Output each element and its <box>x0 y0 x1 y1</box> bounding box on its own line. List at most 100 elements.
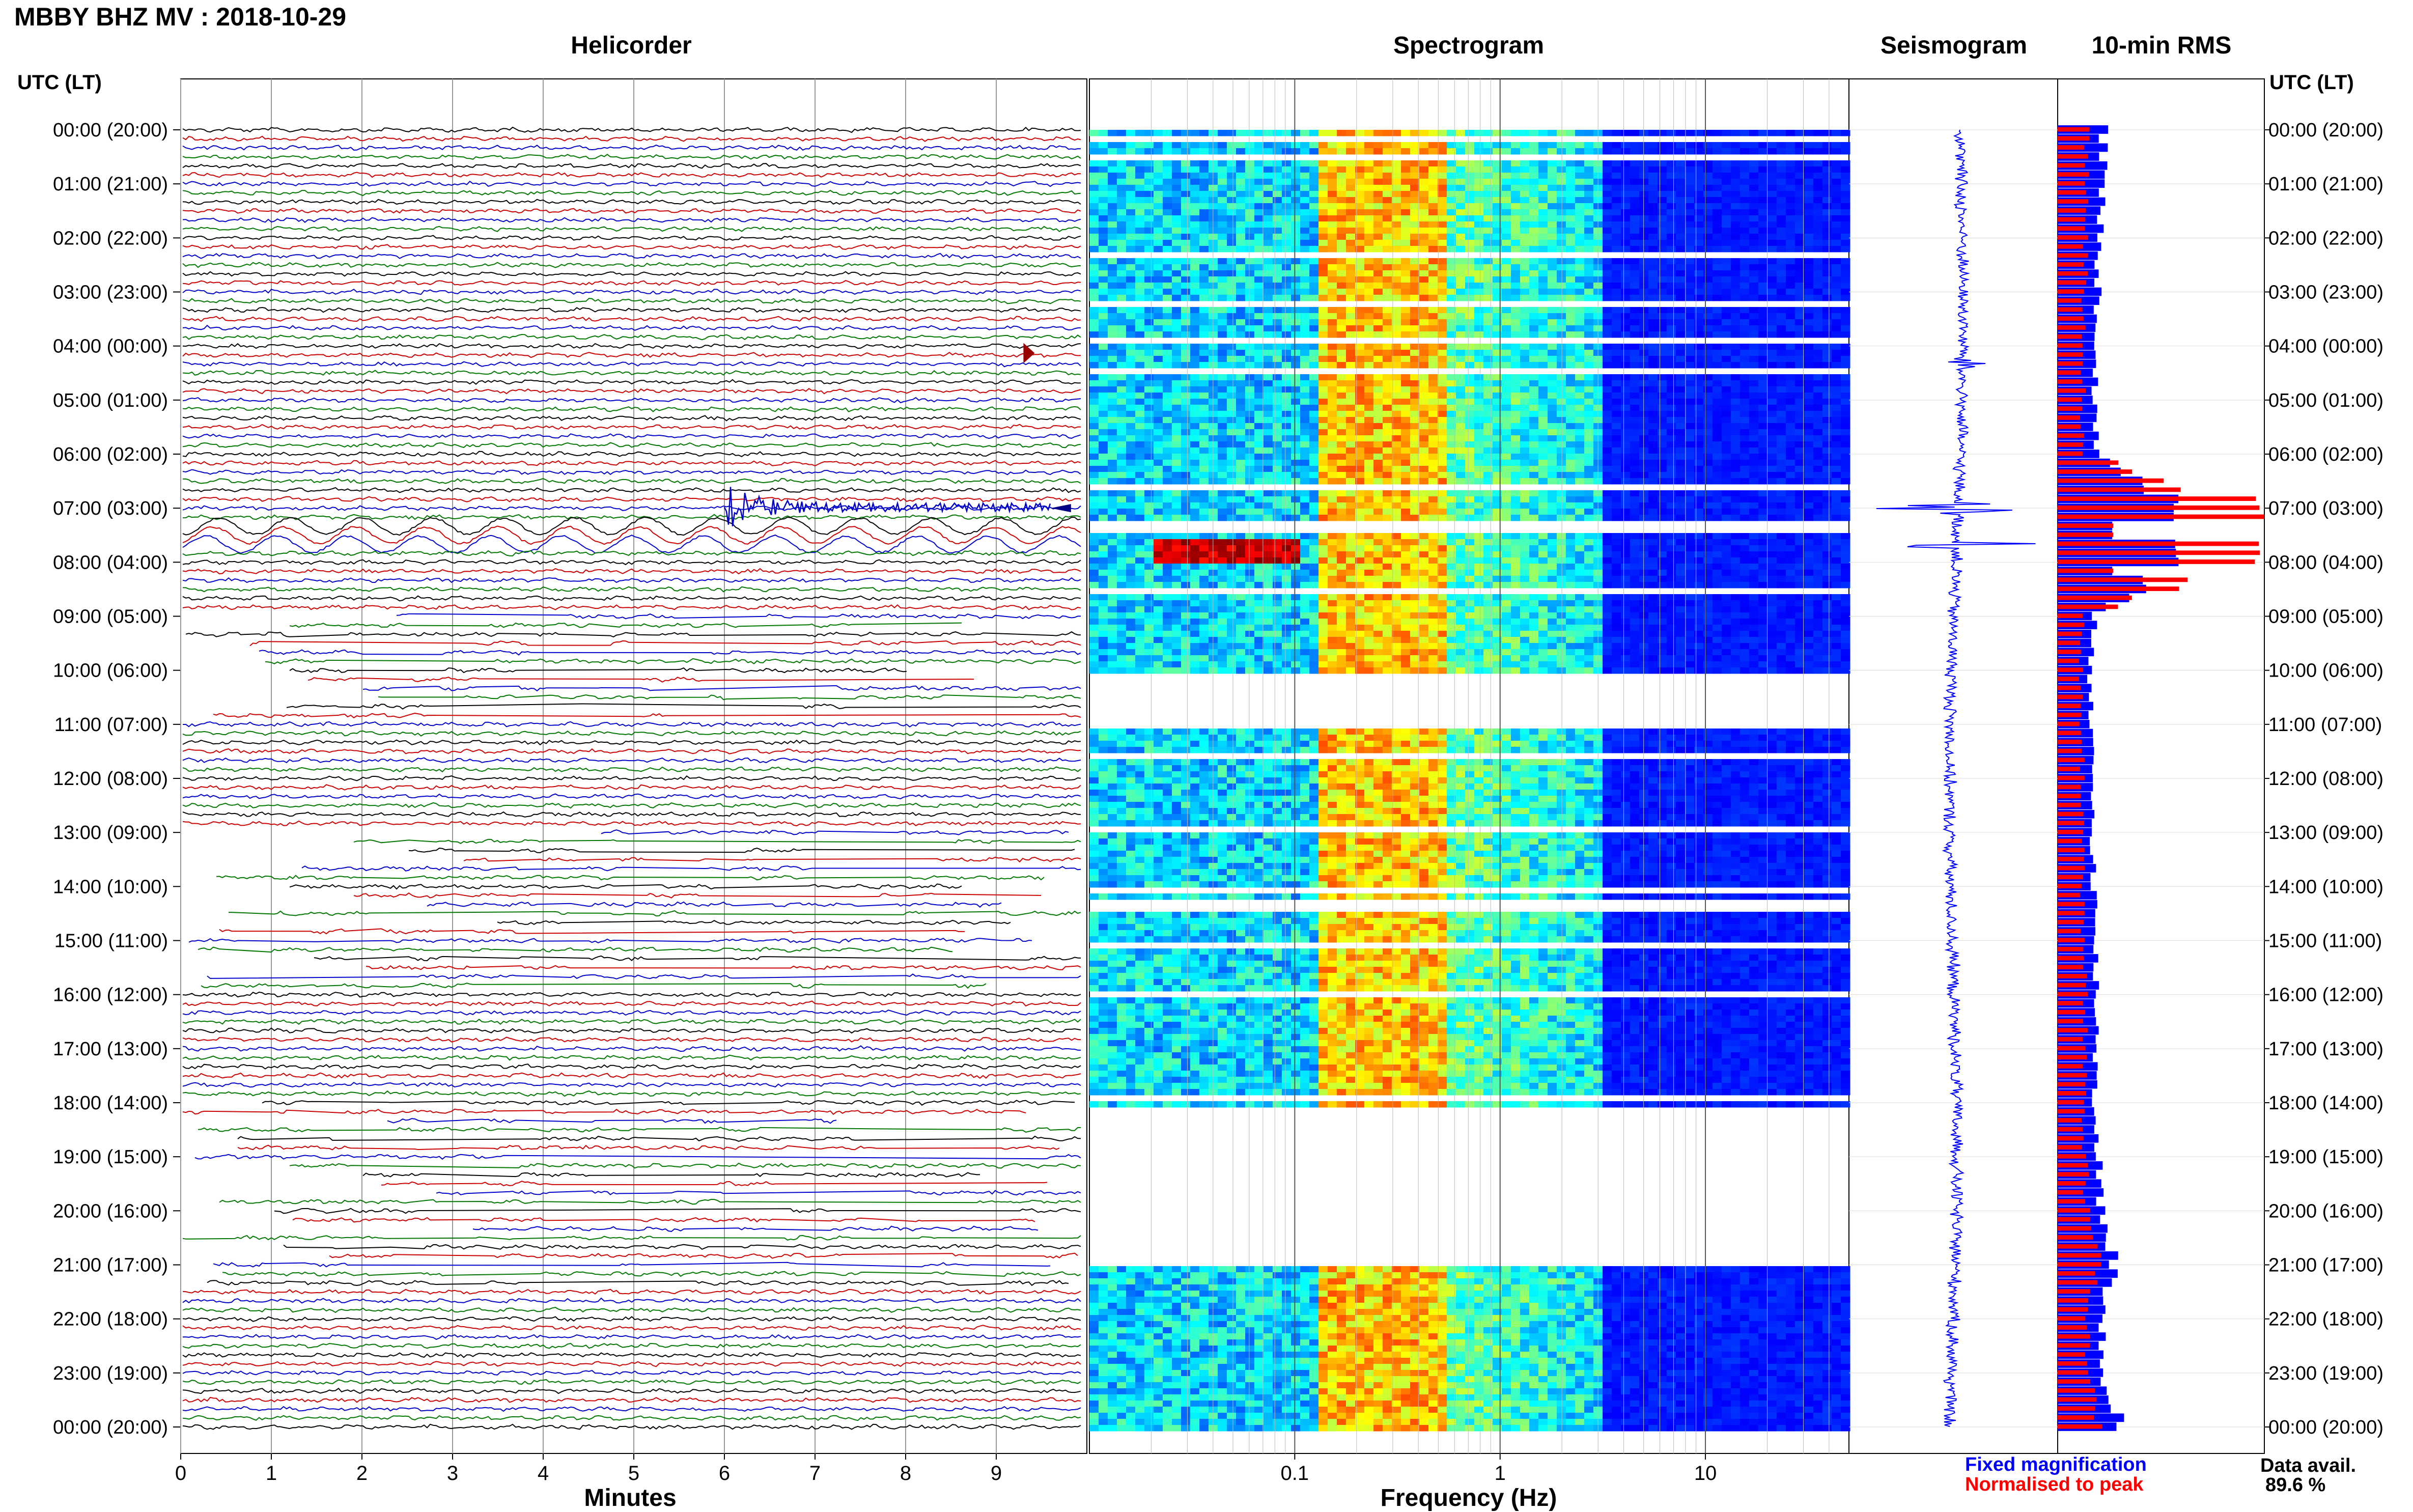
spectrogram-cell <box>1318 319 1328 326</box>
spectrogram-cell <box>1089 197 1099 204</box>
spectrogram-cell <box>1273 246 1282 253</box>
spectrogram-cell <box>1804 435 1814 442</box>
spectrogram-cell <box>1786 356 1795 362</box>
spectrogram-cell <box>1190 276 1200 283</box>
spectrogram-cell <box>1300 386 1310 393</box>
spectrogram-cell <box>1767 270 1777 277</box>
spectrogram-cell <box>1676 466 1686 472</box>
spectrogram-cell <box>1749 319 1759 326</box>
spectrogram-cell <box>1703 460 1713 466</box>
spectrogram-cell <box>1254 215 1264 222</box>
spectrogram-cell <box>1502 191 1511 198</box>
spectrogram-cell <box>1273 362 1282 369</box>
spectrogram-cell <box>1108 417 1117 424</box>
spectrogram-cell <box>1236 197 1246 204</box>
spectrogram-cell <box>1813 356 1823 362</box>
spectrogram-cell <box>1318 441 1328 448</box>
spectrogram-cell <box>1273 166 1282 173</box>
spectrogram-cell <box>1511 429 1521 436</box>
spectrogram-cell <box>1456 142 1466 149</box>
spectrogram-cell <box>1199 380 1209 387</box>
spectrogram-cell <box>1538 374 1548 381</box>
spectrogram-cell <box>1603 393 1612 399</box>
spectrogram-cell <box>1575 374 1585 381</box>
spectrogram-cell <box>1172 350 1182 356</box>
spectrogram-cell <box>1538 319 1548 326</box>
spectrogram-cell <box>1520 313 1530 320</box>
spectrogram-cell <box>1731 374 1741 381</box>
spectrogram-cell <box>1236 307 1246 314</box>
spectrogram-cell <box>1557 399 1566 405</box>
spectrogram-cell <box>1648 228 1658 234</box>
spectrogram-cell <box>1603 209 1612 216</box>
spectrogram-cell <box>1612 197 1621 204</box>
spectrogram-cell <box>1309 362 1319 369</box>
spectrogram-cell <box>1089 466 1099 472</box>
spectrogram-cell <box>1181 142 1191 149</box>
spectrogram-cell <box>1154 429 1163 436</box>
spectrogram-cell <box>1758 276 1768 283</box>
spectrogram-cell <box>1089 399 1099 405</box>
spectrogram-cell <box>1392 246 1401 253</box>
spectrogram-cell <box>1135 289 1145 295</box>
spectrogram-cell <box>1676 276 1686 283</box>
spectrogram-cell <box>1428 258 1438 265</box>
spectrogram-cell <box>1373 447 1383 454</box>
spectrogram-cell <box>1621 393 1631 399</box>
spectrogram-cell <box>1089 386 1099 393</box>
spectrogram-cell <box>1428 264 1438 271</box>
spectrogram-cell <box>1264 509 1273 515</box>
spectrogram-cell <box>1694 399 1704 405</box>
spectrogram-cell <box>1813 228 1823 234</box>
spectrogram-cell <box>1612 264 1621 271</box>
spectrogram-cell <box>1089 264 1099 271</box>
spectrogram-cell <box>1181 166 1191 173</box>
spectrogram-cell <box>1254 179 1264 185</box>
spectrogram-cell <box>1731 490 1741 497</box>
spectrogram-cell <box>1163 496 1172 503</box>
spectrogram-cell <box>1108 344 1117 350</box>
spectrogram-cell <box>1648 490 1658 497</box>
spectrogram-cell <box>1428 472 1438 479</box>
spectrogram-cell <box>1749 441 1759 448</box>
spectrogram-cell <box>1639 435 1649 442</box>
spectrogram-cell <box>1401 240 1411 246</box>
spectrogram-cell <box>1456 454 1466 460</box>
helicorder-trace <box>183 497 1081 502</box>
spectrogram-cell <box>1758 423 1768 430</box>
spectrogram-cell <box>1557 466 1566 472</box>
spectrogram-cell <box>1603 173 1612 179</box>
spectrogram-cell <box>1337 209 1346 216</box>
spectrogram-cell <box>1566 399 1576 405</box>
spectrogram-cell <box>1767 264 1777 271</box>
helicorder-trace <box>473 1226 1038 1231</box>
spectrogram-cell <box>1676 240 1686 246</box>
spectrogram-cell <box>1667 221 1676 228</box>
spectrogram-cell <box>1456 185 1466 191</box>
spectrogram-cell <box>1373 142 1383 149</box>
spectrogram-cell <box>1245 130 1255 136</box>
spectrogram-cell <box>1822 240 1832 246</box>
spectrogram-cell <box>1227 160 1237 167</box>
spectrogram-cell <box>1483 228 1493 234</box>
spectrogram-cell <box>1511 405 1521 411</box>
spectrogram-cell <box>1117 515 1127 521</box>
time-label-right: 20:00 (16:00) <box>2268 1200 2383 1222</box>
spectrogram-cell <box>1795 478 1805 485</box>
spectrogram-cell <box>1621 435 1631 442</box>
spectrogram-cell <box>1154 435 1163 442</box>
spectrogram-cell <box>1373 502 1383 509</box>
spectrogram-cell <box>1703 264 1713 271</box>
spectrogram-cell <box>1758 380 1768 387</box>
spectrogram-cell <box>1089 472 1099 479</box>
spectrogram-cell <box>1502 502 1511 509</box>
spectrogram-cell <box>1346 215 1356 222</box>
spectrogram-cell <box>1364 160 1374 167</box>
spectrogram-cell <box>1264 399 1273 405</box>
spectrogram-cell <box>1144 185 1154 191</box>
spectrogram-cell <box>1392 264 1401 271</box>
spectrogram-cell <box>1740 423 1750 430</box>
spectrogram-cell <box>1117 380 1127 387</box>
spectrogram-cell <box>1804 166 1814 173</box>
spectrogram-cell <box>1190 240 1200 246</box>
